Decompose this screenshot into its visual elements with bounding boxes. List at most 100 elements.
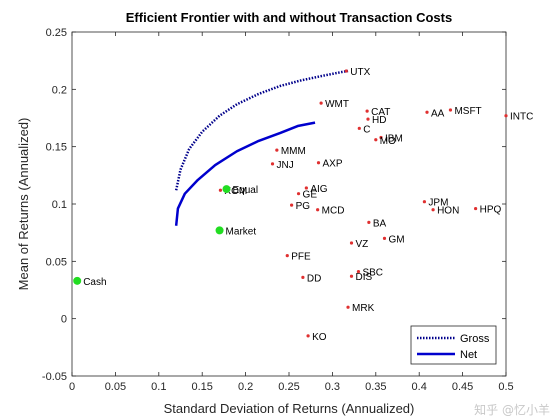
y-tick-label: 0 — [61, 314, 67, 326]
frontier-net-line — [174, 121, 316, 226]
y-axis-label: Mean of Returns (Annualized) — [16, 118, 31, 291]
point-msft-marker — [448, 108, 453, 112]
point-dis-marker — [349, 274, 354, 278]
point-xom-label: XOM — [224, 186, 247, 197]
x-tick-label: 0.25 — [278, 381, 299, 393]
point-xom-marker — [218, 188, 223, 192]
point-dd-label: DD — [307, 273, 321, 284]
point-utx-marker — [344, 69, 348, 73]
point-gm-label: GM — [388, 234, 404, 245]
y-tick-label: 0.15 — [46, 142, 67, 154]
point-hd-marker — [366, 117, 370, 121]
point-aig-label: AIG — [310, 184, 327, 195]
point-ba-marker — [367, 220, 371, 224]
point-mmm-marker — [275, 148, 279, 152]
point-gm-marker — [382, 236, 387, 240]
point-c-marker — [357, 126, 361, 130]
point-vz-marker — [349, 241, 354, 245]
point-sbc-label: SBC — [362, 268, 383, 279]
point-pfe-marker — [285, 254, 289, 258]
point-mrk-marker — [346, 305, 350, 309]
y-tick-label: -0.05 — [42, 371, 67, 383]
point-ibm-marker — [379, 135, 383, 140]
point-jpm-label: JPM — [428, 198, 448, 209]
point-mo-label: MO — [380, 136, 396, 147]
point-pfe-label: PFE — [291, 252, 311, 263]
plot-area — [71, 31, 507, 377]
frontier-lines — [174, 69, 349, 226]
y-axis-ticks: -0.05 0 0.05 0.1 0.15 0.2 0.25 — [42, 27, 506, 383]
legend-net-label: Net — [460, 349, 477, 361]
point-aig-marker — [304, 186, 308, 190]
x-axis-ticks: 0 0.05 0.1 0.15 0.2 0.25 0.3 0.35 0.4 0.45 0.5 — [69, 32, 514, 393]
legend: Gross Net — [410, 325, 497, 365]
point-mcd-label: MCD — [322, 206, 345, 217]
point-mrk-label: MRK — [352, 303, 375, 314]
point-axp-marker — [316, 161, 321, 165]
point-aa-label: AA — [431, 108, 445, 119]
point-hon-label: HON — [437, 206, 459, 217]
x-tick-label: 0.4 — [412, 381, 427, 393]
chart-title: Efficient Frontier with and without Tran… — [126, 10, 452, 25]
x-tick-label: 0.2 — [238, 381, 253, 393]
y-tick-label: 0.1 — [52, 199, 67, 211]
point-aa-marker — [425, 110, 429, 114]
point-wmt-label: WMT — [325, 99, 349, 110]
legend-box — [410, 325, 497, 365]
y-tick-label: 0.25 — [46, 27, 67, 39]
point-dis-label: DIS — [355, 272, 372, 283]
point-pg-label: PG — [296, 201, 311, 212]
point-msft-label: MSFT — [454, 106, 481, 117]
point-mcd-marker — [316, 208, 320, 212]
y-tick-label: 0.05 — [46, 256, 67, 268]
point-ko-marker — [306, 334, 310, 338]
y-tick-label: 0.2 — [52, 84, 67, 96]
point-ge-marker — [296, 192, 301, 196]
point-equal-label: Equal — [233, 185, 259, 196]
point-mmm-label: MMM — [281, 146, 306, 157]
point-hpq-label: HPQ — [480, 205, 502, 216]
point-ge-label: GE — [303, 190, 318, 201]
point-market-marker — [215, 226, 224, 235]
point-dd-marker — [301, 275, 305, 279]
point-c-label: C — [363, 124, 370, 135]
point-wmt-marker — [319, 101, 323, 105]
point-cash-label: Cash — [83, 277, 106, 288]
point-equal-marker — [222, 185, 231, 194]
point-utx-label: UTX — [350, 67, 370, 78]
x-tick-label: 0.1 — [151, 381, 166, 393]
point-intc-marker — [504, 114, 508, 118]
x-tick-label: 0.5 — [498, 381, 513, 393]
point-ibm-label: IBM — [385, 133, 403, 144]
point-ko-label: KO — [312, 332, 327, 343]
watermark: 知乎 @忆小羊 — [474, 402, 550, 417]
point-hpq-marker — [474, 206, 478, 211]
point-hd-label: HD — [372, 115, 386, 126]
frontier-gross-line — [174, 69, 349, 191]
point-jnj-marker — [270, 162, 275, 166]
x-tick-label: 0.15 — [191, 381, 212, 393]
point-jpm-marker — [422, 200, 427, 204]
point-vz-label: VZ — [355, 239, 368, 250]
point-intc-label: INTC — [510, 112, 533, 123]
x-tick-label: 0.35 — [365, 381, 386, 393]
point-pg-marker — [290, 203, 294, 207]
point-market-label: Market — [226, 226, 257, 237]
x-axis-label: Standard Deviation of Returns (Annualize… — [164, 401, 415, 416]
point-jnj-label: JNJ — [277, 160, 294, 171]
point-cat-marker — [365, 109, 369, 113]
point-sbc-marker — [356, 270, 361, 274]
x-tick-label: 0.45 — [452, 381, 473, 393]
x-tick-label: 0.05 — [105, 381, 126, 393]
point-axp-label: AXP — [323, 159, 343, 170]
point-cash-marker — [73, 276, 82, 285]
x-tick-label: 0 — [69, 381, 75, 393]
legend-gross-label: Gross — [460, 333, 490, 345]
point-ba-label: BA — [373, 218, 387, 229]
point-mo-marker — [374, 138, 378, 142]
point-cat-label: CAT — [371, 107, 390, 118]
point-hon-marker — [431, 208, 435, 212]
x-tick-label: 0.3 — [325, 381, 340, 393]
